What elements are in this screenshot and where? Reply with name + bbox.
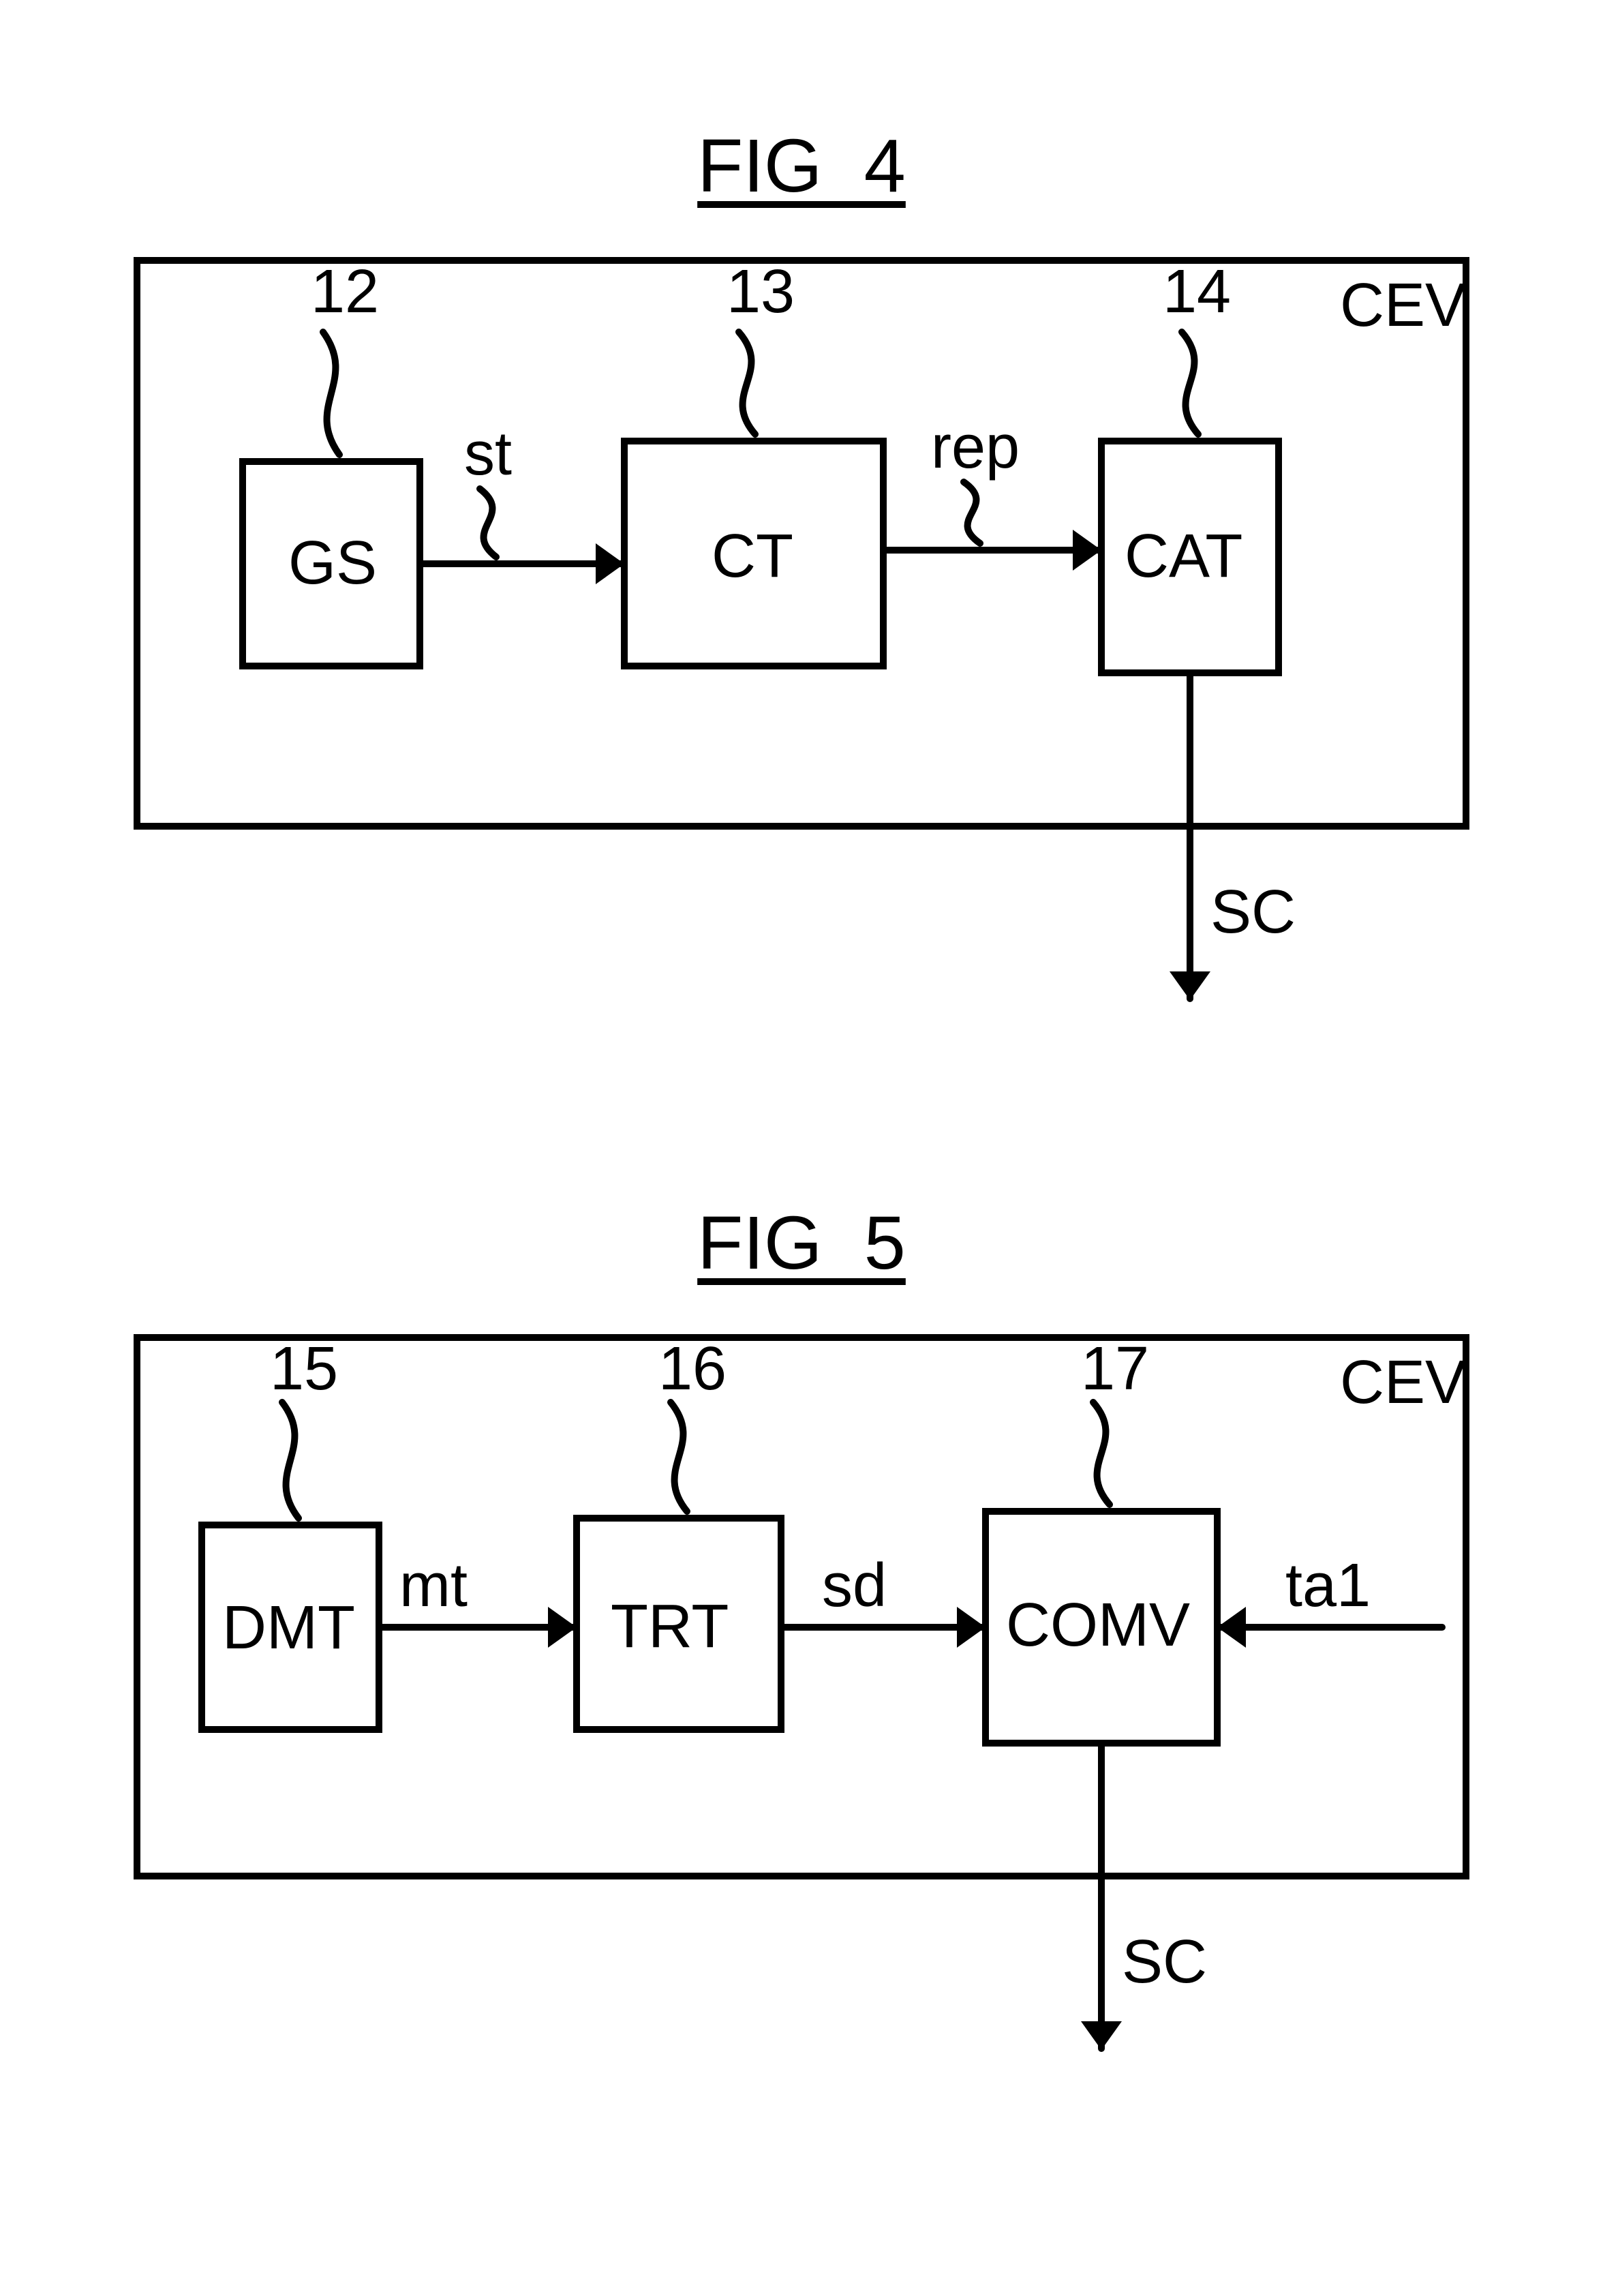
fig5-svg (134, 1334, 1469, 2070)
fig4-sig-rep: rep (931, 412, 1020, 483)
fig4-block-ct: CT (712, 522, 793, 592)
fig5-ref-15: 15 (270, 1334, 338, 1404)
fig5-sc-label: SC (1122, 1927, 1207, 1997)
fig4-block-cat: CAT (1125, 522, 1242, 592)
fig5-title: FIG_5 (109, 1200, 1494, 1286)
fig5-ref-17: 17 (1081, 1334, 1149, 1404)
fig4-ref-12: 12 (311, 257, 379, 327)
fig5-ref-16: 16 (658, 1334, 727, 1404)
fig5-sig-mt: mt (399, 1551, 468, 1621)
fig4-ref-13: 13 (727, 257, 795, 327)
fig5-block-comv: COMV (1006, 1590, 1190, 1661)
fig4-sc-label: SC (1210, 877, 1296, 948)
fig5-block-trt: TRT (611, 1592, 729, 1662)
fig4-ref-14: 14 (1163, 257, 1231, 327)
fig4-sig-st: st (464, 419, 512, 489)
fig5-sig-sd: sd (822, 1551, 887, 1621)
fig5-cev-label: CEV (1340, 1348, 1466, 1418)
fig4-cev-label: CEV (1340, 271, 1466, 341)
fig5-sig-ta1: ta1 (1285, 1551, 1371, 1621)
figure-4: FIG_4 CEV 12 13 14 GS CT CAT st rep SC (109, 123, 1494, 1023)
figure-5: FIG_5 CEV 15 16 17 DMT TRT COMV mt sd ta… (109, 1200, 1494, 2070)
fig5-block-dmt: DMT (222, 1593, 355, 1663)
fig4-title: FIG_4 (109, 123, 1494, 209)
fig4-block-gs: GS (288, 528, 377, 599)
